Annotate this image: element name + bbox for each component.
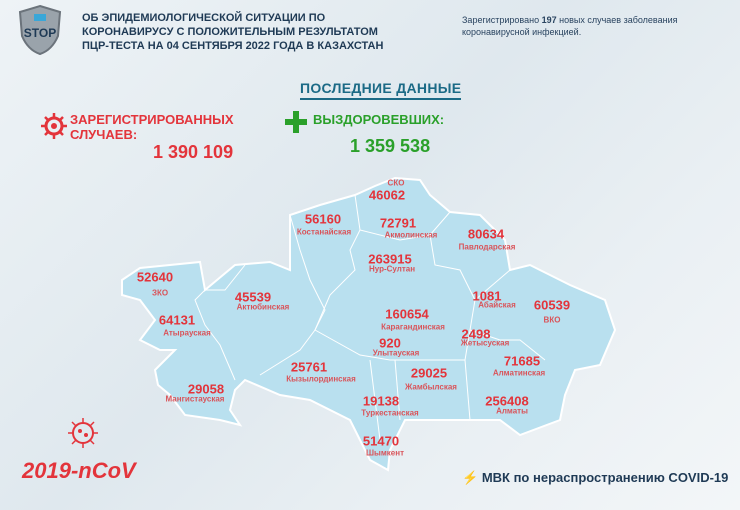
news-suffix: новых случаев заболевания коронавирусной… — [462, 15, 678, 37]
region-name: ВКО — [543, 315, 561, 325]
region-value: 60539 — [533, 297, 571, 313]
title-line: ОБ ЭПИДЕМИОЛОГИЧЕСКОЙ СИТУАЦИИ ПО — [82, 12, 326, 24]
mvk-text: МВК по нераспространению COVID-19 — [481, 470, 729, 485]
region-value: 71685 — [503, 353, 541, 369]
region-value: 160654 — [385, 306, 429, 322]
map-outline — [121, 176, 617, 472]
ncov-label: 2019-nCoV — [22, 458, 136, 483]
region-value: 29025 — [410, 365, 448, 381]
region-value: 56160 — [304, 211, 342, 227]
region-name: Шымкент — [366, 448, 404, 458]
region-value: 45539 — [234, 289, 272, 305]
registered-label-2: СЛУЧАЕВ: — [70, 127, 138, 142]
region-value: 29058 — [187, 381, 225, 397]
region-name: Алматы — [496, 406, 528, 416]
title-line: КОРОНАВИРУСУ С ПОЛОЖИТЕЛЬНЫМ РЕЗУЛЬТАТОМ — [82, 26, 378, 38]
region-name: Нур-Султан — [368, 264, 416, 274]
region-name: ЗКО — [151, 288, 169, 298]
region-value: 920 — [379, 335, 401, 351]
title-line: ПЦР-ТЕСТА НА 04 СЕНТЯБРЯ 2022 ГОДА В КАЗ… — [82, 40, 384, 52]
region-value: 51470 — [362, 433, 400, 449]
region-value: 1081 — [472, 288, 502, 304]
region-borders — [194, 194, 546, 441]
region-name: Акмолинская — [384, 230, 438, 240]
region-name: Жетысуская — [460, 338, 510, 348]
plus-icon — [284, 110, 308, 139]
region-name: Кызылординская — [286, 374, 356, 384]
lightning-icon: ⚡ — [462, 470, 482, 485]
region-name: Актюбинская — [236, 302, 290, 312]
region-name: Костанайская — [296, 227, 352, 237]
mvk-footer: ⚡ МВК по нераспространению COVID-19 — [462, 470, 728, 486]
news-count: 197 — [541, 15, 557, 25]
region-name: Мангистауская — [165, 394, 225, 404]
region-value: 25761 — [290, 359, 328, 375]
region-name: Карагандинская — [381, 322, 445, 332]
region-name: Атырауская — [163, 328, 211, 338]
virus-icon — [40, 112, 68, 145]
recovered-label: ВЫЗДОРОВЕВШИХ: — [313, 112, 445, 127]
region-name: СКО — [387, 178, 405, 188]
latest-data-heading: ПОСЛЕДНИЕ ДАННЫЕ — [300, 80, 462, 100]
region-value: 72791 — [379, 215, 417, 231]
region-name: Абайская — [478, 300, 516, 310]
logo-text: STOP — [24, 26, 56, 40]
news-prefix: Зарегистрировано — [462, 15, 542, 25]
region-name: Павлодарская — [458, 242, 516, 252]
registered-label-1: ЗАРЕГИСТРИРОВАННЫХ — [70, 112, 234, 127]
page-title: ОБ ЭПИДЕМИОЛОГИЧЕСКОЙ СИТУАЦИИ ПО КОРОНА… — [82, 11, 442, 53]
region-value: 64131 — [158, 312, 196, 328]
stop-logo: STOP — [18, 4, 62, 56]
registered-label: ЗАРЕГИСТРИРОВАННЫХ СЛУЧАЕВ: — [70, 112, 234, 142]
virus-illustration-icon — [66, 416, 100, 455]
region-name: Алматинская — [492, 368, 546, 378]
recovered-value: 1 359 538 — [350, 136, 431, 156]
news-text: Зарегистрировано 197 новых случаев забол… — [462, 14, 732, 38]
region-name: Жамбылская — [405, 382, 457, 392]
registered-value: 1 390 109 — [153, 142, 234, 162]
region-value: 19138 — [362, 393, 400, 409]
region-value: 46062 — [368, 187, 406, 203]
region-name: Улытауская — [372, 348, 420, 358]
region-value: 263915 — [368, 251, 412, 267]
region-value: 2498 — [461, 326, 491, 342]
region-value: 256408 — [485, 393, 529, 409]
region-name: Туркестанская — [361, 408, 419, 418]
region-value: 80634 — [467, 226, 505, 242]
region-value: 52640 — [136, 269, 174, 285]
